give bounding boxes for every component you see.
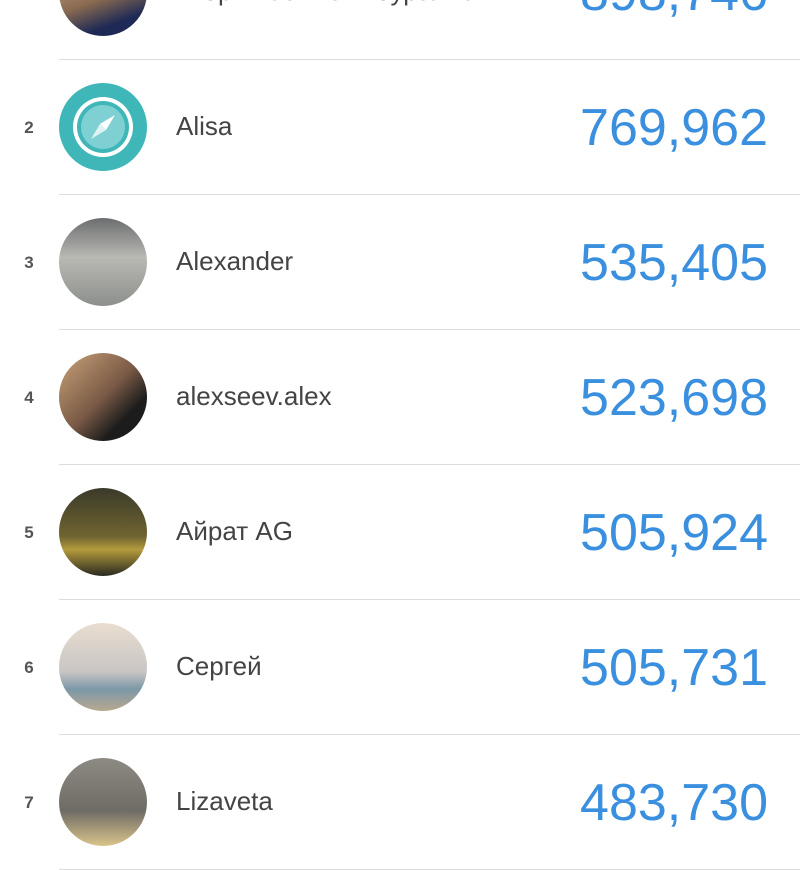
player-score: 505,731 bbox=[580, 639, 768, 697]
rank-number: 5 bbox=[24, 523, 34, 542]
player-name: Сергей bbox=[176, 651, 262, 681]
player-name: Айрат AG bbox=[176, 516, 293, 546]
rank-number: 4 bbox=[24, 388, 34, 407]
avatar[interactable] bbox=[59, 0, 147, 36]
rank-number: 3 bbox=[24, 253, 34, 272]
leaderboard-row[interactable]: 1 Игорь 1964 Южноуральск 898,746 bbox=[0, 0, 800, 60]
player-name: Alexander bbox=[176, 246, 294, 276]
leaderboard-row[interactable]: 5 Айрат AG 505,924 bbox=[0, 465, 800, 600]
leaderboard-row[interactable]: 4 alexseev.alex 523,698 bbox=[0, 330, 800, 465]
player-score: 505,924 bbox=[580, 504, 768, 562]
avatar[interactable] bbox=[59, 353, 147, 441]
rank-number: 6 bbox=[24, 658, 34, 677]
avatar[interactable] bbox=[59, 758, 147, 846]
avatar[interactable] bbox=[59, 488, 147, 576]
player-score: 769,962 bbox=[580, 99, 768, 157]
avatar[interactable] bbox=[59, 218, 147, 306]
rank-number: 1 bbox=[18, 0, 40, 3]
rank-number: 2 bbox=[24, 118, 34, 137]
player-score: 483,730 bbox=[580, 774, 768, 832]
avatar[interactable] bbox=[59, 623, 147, 711]
leaderboard-row[interactable]: 7 Lizaveta 483,730 bbox=[0, 735, 800, 870]
leaderboard-row[interactable]: 2 Alisa 769,962 bbox=[0, 60, 800, 195]
player-score: 523,698 bbox=[580, 369, 768, 427]
player-score: 898,746 bbox=[580, 0, 768, 23]
avatar[interactable] bbox=[59, 83, 147, 171]
leaderboard-row[interactable]: 3 Alexander 535,405 bbox=[0, 195, 800, 330]
leaderboard-row[interactable]: 6 Сергей 505,731 bbox=[0, 600, 800, 735]
player-name: alexseev.alex bbox=[176, 381, 332, 411]
player-name: Игорь 1964 Южноуральск bbox=[176, 0, 485, 7]
player-score: 535,405 bbox=[580, 234, 768, 292]
rank-number: 7 bbox=[24, 793, 34, 812]
player-name: Lizaveta bbox=[176, 786, 273, 816]
player-name: Alisa bbox=[176, 111, 233, 141]
compass-icon bbox=[73, 97, 133, 157]
